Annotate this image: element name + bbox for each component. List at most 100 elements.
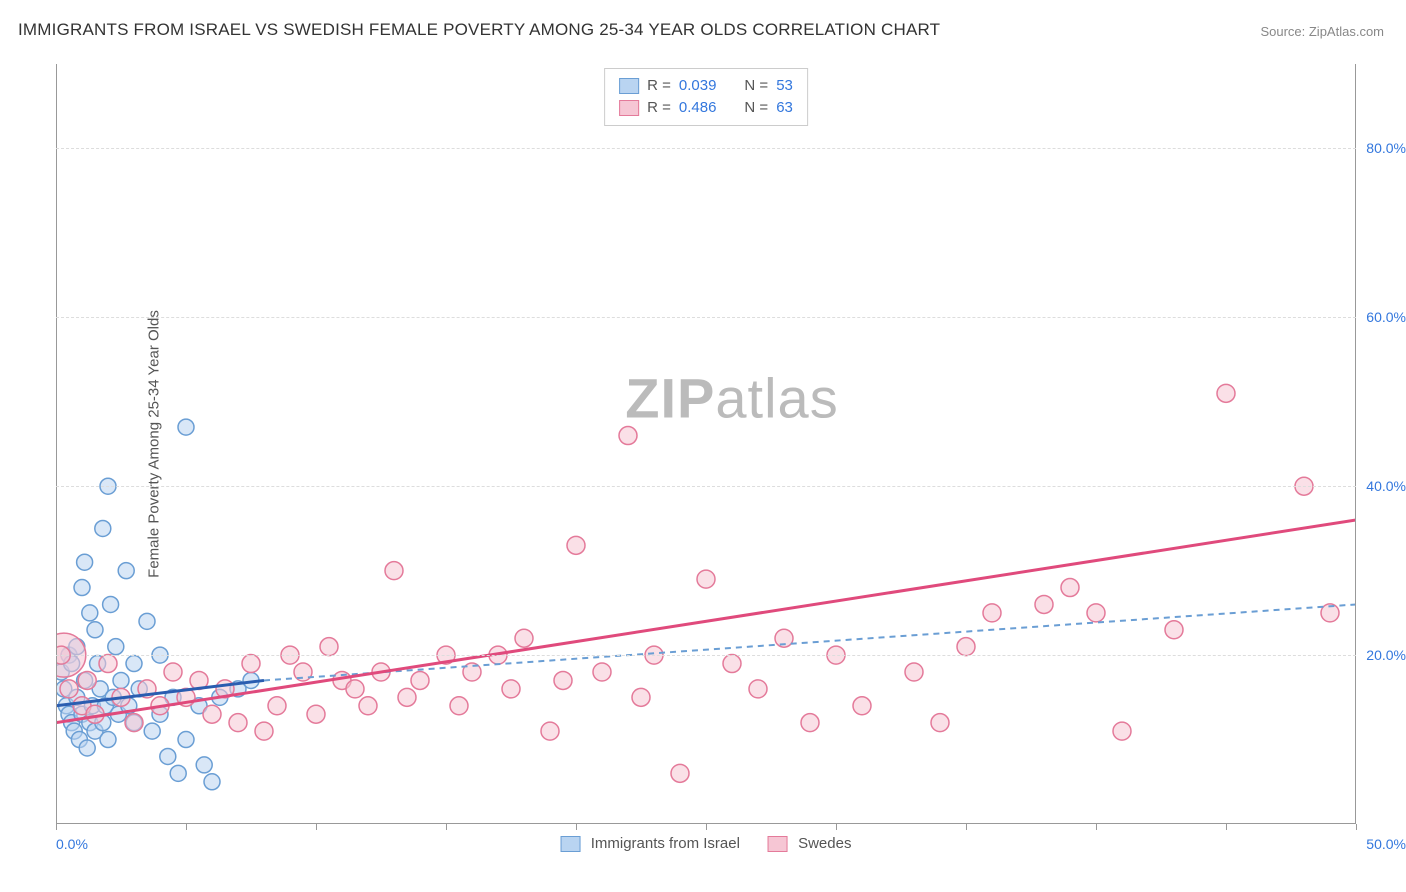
chart-area: Female Poverty Among 25-34 Year Olds ZIP… [56, 64, 1356, 824]
data-point [359, 697, 377, 715]
data-point [697, 570, 715, 588]
data-point [95, 520, 111, 536]
data-point [723, 655, 741, 673]
r-value: 0.039 [679, 75, 717, 97]
data-point [1217, 384, 1235, 402]
x-tick [706, 824, 707, 830]
n-value: 63 [776, 97, 793, 119]
trend-line-dashed [264, 604, 1356, 680]
r-label: R = [647, 97, 671, 119]
data-point [125, 714, 143, 732]
y-tick-label: 40.0% [1366, 478, 1406, 494]
data-point [385, 562, 403, 580]
data-point [931, 714, 949, 732]
data-point [139, 613, 155, 629]
data-point [103, 596, 119, 612]
source-label: Source: ZipAtlas.com [1260, 24, 1384, 39]
y-tick-label: 80.0% [1366, 140, 1406, 156]
data-point [87, 622, 103, 638]
legend-swatch-blue [561, 836, 581, 852]
data-point [79, 740, 95, 756]
gridline [56, 148, 1356, 149]
data-point [632, 688, 650, 706]
data-point [619, 427, 637, 445]
data-point [268, 697, 286, 715]
data-point [178, 732, 194, 748]
data-point [671, 764, 689, 782]
data-point [554, 671, 572, 689]
x-tick [966, 824, 967, 830]
y-axis-right [1355, 64, 1356, 824]
y-axis-left [56, 64, 57, 824]
data-point [113, 672, 129, 688]
x-tick [1356, 824, 1357, 830]
x-tick [576, 824, 577, 830]
y-tick-label: 20.0% [1366, 647, 1406, 663]
legend-swatch-pink [619, 100, 639, 116]
data-point [99, 655, 117, 673]
x-tick [186, 824, 187, 830]
data-point [108, 639, 124, 655]
data-point [450, 697, 468, 715]
data-point [178, 419, 194, 435]
data-point [567, 536, 585, 554]
scatter-plot [56, 64, 1356, 824]
n-label: N = [744, 75, 768, 97]
legend-swatch-blue [619, 78, 639, 94]
data-point [160, 748, 176, 764]
data-point [593, 663, 611, 681]
data-point [77, 554, 93, 570]
data-point [957, 638, 975, 656]
y-tick-label: 60.0% [1366, 309, 1406, 325]
data-point [502, 680, 520, 698]
data-point [1035, 595, 1053, 613]
data-point [515, 629, 533, 647]
x-tick [56, 824, 57, 830]
x-tick [446, 824, 447, 830]
gridline [56, 317, 1356, 318]
data-point [307, 705, 325, 723]
data-point [905, 663, 923, 681]
data-point [100, 732, 116, 748]
data-point [144, 723, 160, 739]
n-label: N = [744, 97, 768, 119]
data-point [255, 722, 273, 740]
data-point [1165, 621, 1183, 639]
x-axis-max-label: 50.0% [1366, 836, 1406, 852]
legend-item-blue: Immigrants from Israel [561, 835, 740, 852]
legend-correlation: R = 0.039 N = 53 R = 0.486 N = 63 [604, 68, 808, 126]
data-point [229, 714, 247, 732]
legend-series: Immigrants from Israel Swedes [561, 835, 852, 852]
legend-label-blue: Immigrants from Israel [591, 835, 740, 852]
data-point [411, 671, 429, 689]
n-value: 53 [776, 75, 793, 97]
data-point [1061, 579, 1079, 597]
trend-line [56, 520, 1356, 723]
legend-swatch-pink [768, 836, 788, 852]
gridline [56, 486, 1356, 487]
x-tick [316, 824, 317, 830]
data-point [118, 563, 134, 579]
x-axis-min-label: 0.0% [56, 836, 88, 852]
data-point [203, 705, 221, 723]
data-point [170, 765, 186, 781]
data-point [320, 638, 338, 656]
x-tick [1096, 824, 1097, 830]
data-point [82, 605, 98, 621]
legend-row-pink: R = 0.486 N = 63 [619, 97, 793, 119]
data-point [242, 655, 260, 673]
r-label: R = [647, 75, 671, 97]
data-point [801, 714, 819, 732]
x-tick [836, 824, 837, 830]
data-point [164, 663, 182, 681]
data-point [126, 656, 142, 672]
data-point [853, 697, 871, 715]
data-point [541, 722, 559, 740]
legend-label-pink: Swedes [798, 835, 851, 852]
data-point [346, 680, 364, 698]
data-point [78, 671, 96, 689]
data-point [983, 604, 1001, 622]
data-point [74, 580, 90, 596]
data-point [749, 680, 767, 698]
chart-title: IMMIGRANTS FROM ISRAEL VS SWEDISH FEMALE… [18, 20, 940, 40]
